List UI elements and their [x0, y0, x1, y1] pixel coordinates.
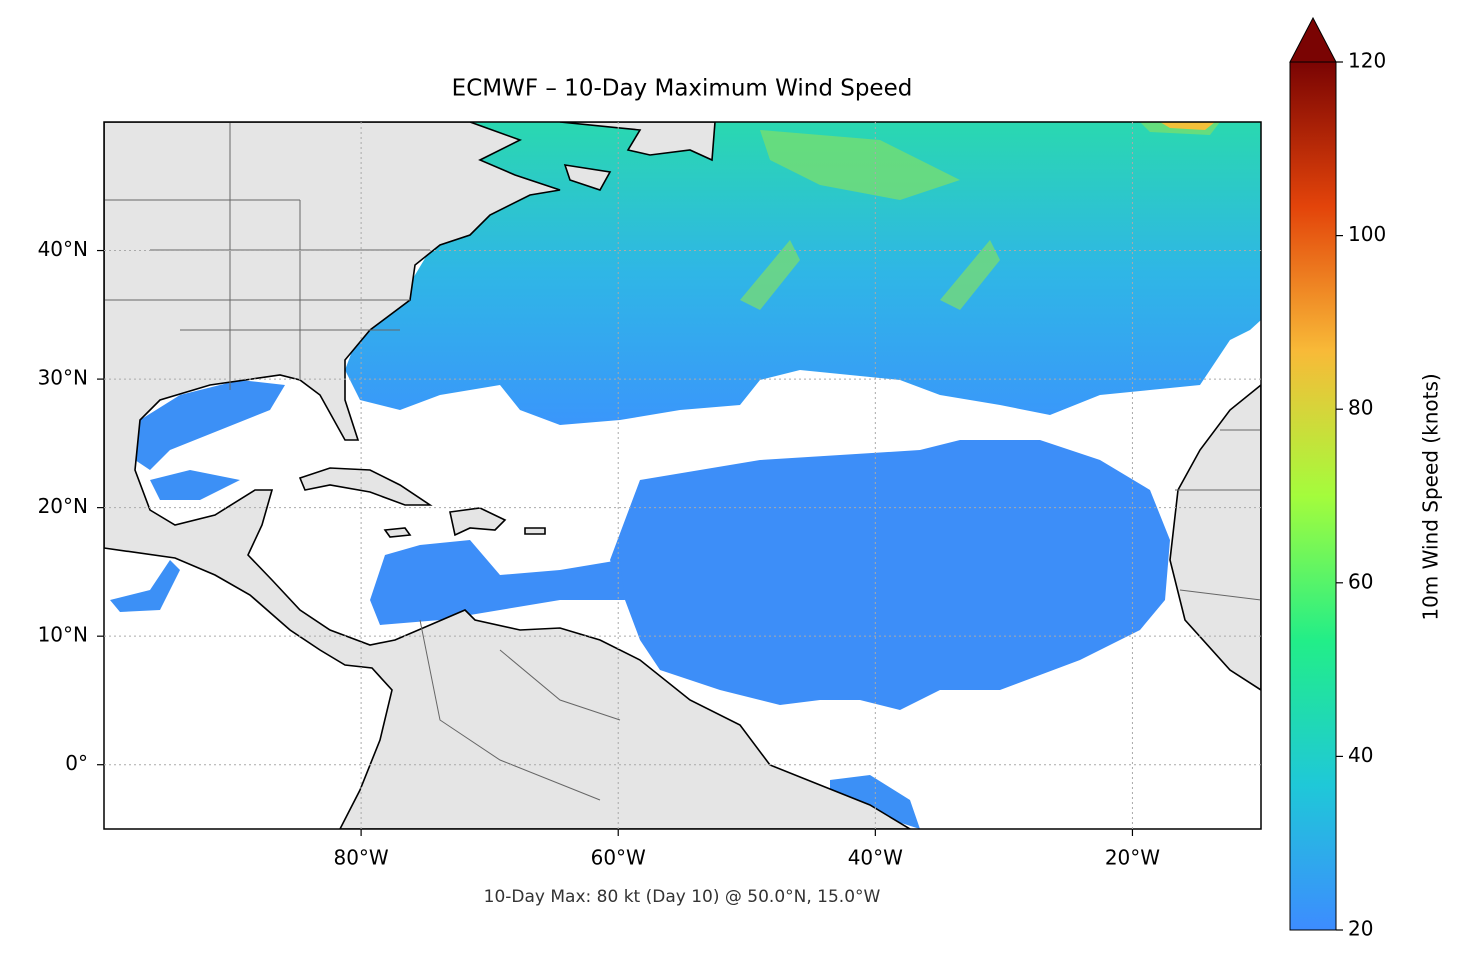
- wind-orange: [1160, 122, 1215, 130]
- y-tick-label: 40°N: [38, 237, 88, 261]
- wind-north-high: [740, 122, 1220, 310]
- jamaica: [383, 527, 412, 538]
- colorbar-tick-label: 120: [1348, 49, 1386, 73]
- x-tick-label: 20°W: [1105, 846, 1160, 870]
- y-tick-label: 0°: [65, 751, 88, 775]
- x-tick-label: 60°W: [591, 846, 646, 870]
- africa: [1169, 383, 1261, 691]
- x-tick-label: 40°W: [848, 846, 903, 870]
- maritime-canada: [559, 122, 716, 191]
- colorbar-tick-label: 40: [1348, 743, 1373, 767]
- puerto-rico: [524, 527, 546, 535]
- colorbar-tick-label: 80: [1348, 396, 1373, 420]
- americas: [104, 122, 912, 829]
- wind-caribbean: [370, 540, 625, 625]
- y-tick-label: 20°N: [38, 494, 88, 518]
- x-tick-label: 80°W: [333, 846, 388, 870]
- cuba: [298, 467, 433, 506]
- map-title: ECMWF – 10-Day Maximum Wind Speed: [452, 76, 913, 102]
- colorbar-tick-label: 60: [1348, 569, 1373, 593]
- colorbar-extend: [1289, 16, 1337, 63]
- wind-gulf: [135, 380, 285, 500]
- plot-frame: [103, 121, 1262, 830]
- colorbar-label: 10m Wind Speed (knots): [1419, 373, 1443, 620]
- annotation: 10-Day Max: 80 kt (Day 10) @ 50.0°N, 15.…: [484, 887, 881, 907]
- colorbar-tick-label: 20: [1348, 917, 1373, 941]
- wind-north: [345, 122, 1261, 425]
- borders: [104, 122, 1261, 801]
- y-tick-label: 30°N: [38, 366, 88, 390]
- colorbar-tick-label: 100: [1348, 222, 1386, 246]
- y-tick-label: 10°N: [38, 623, 88, 647]
- colorbar: [1289, 61, 1337, 931]
- map-area: [104, 122, 1261, 829]
